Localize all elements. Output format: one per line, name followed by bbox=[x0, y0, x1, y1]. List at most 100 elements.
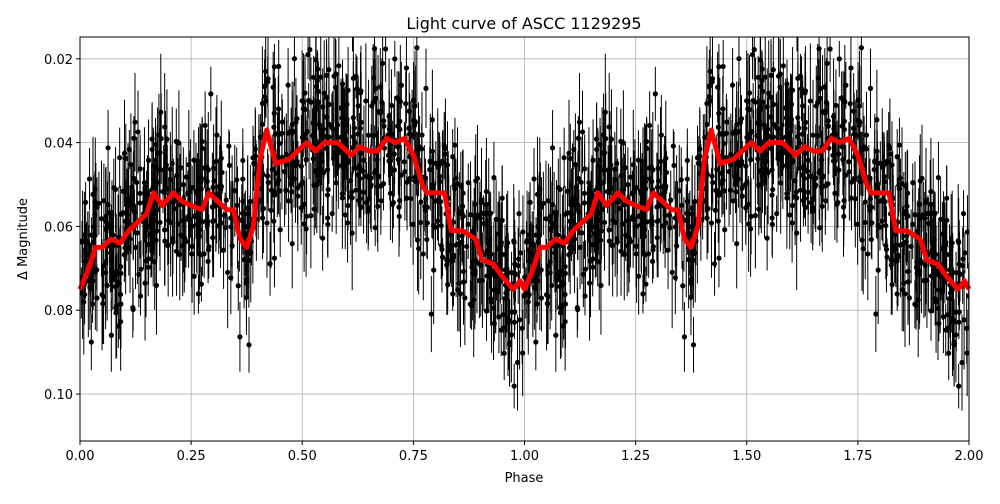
data-point bbox=[800, 197, 807, 204]
data-point bbox=[141, 180, 148, 186]
data-point bbox=[414, 45, 420, 51]
data-point bbox=[916, 201, 923, 207]
data-point bbox=[941, 244, 948, 250]
data-point bbox=[223, 197, 229, 203]
data-point bbox=[543, 292, 550, 298]
data-point bbox=[581, 190, 588, 196]
data-point bbox=[879, 218, 885, 224]
data-point bbox=[807, 98, 813, 104]
data-point bbox=[357, 175, 363, 182]
data-point bbox=[100, 301, 106, 307]
data-point bbox=[961, 317, 967, 323]
data-point bbox=[716, 255, 722, 261]
data-point bbox=[450, 154, 456, 160]
data-point bbox=[299, 179, 306, 185]
data-point bbox=[760, 88, 766, 95]
x-axis: 0.00 0.25 0.50 0.75 1.00 1.25 1.50 1.75 2.00 bbox=[66, 441, 983, 464]
data-point bbox=[265, 79, 271, 85]
data-point bbox=[186, 189, 193, 195]
data-point bbox=[226, 162, 233, 169]
data-point bbox=[843, 172, 849, 178]
data-point bbox=[633, 251, 639, 257]
data-point bbox=[843, 82, 849, 88]
data-point bbox=[85, 240, 91, 246]
data-point bbox=[953, 332, 959, 338]
data-point bbox=[597, 141, 603, 148]
data-point bbox=[134, 230, 140, 236]
y-tick-label: 0.04 bbox=[44, 137, 73, 152]
data-point bbox=[363, 98, 369, 104]
data-point bbox=[562, 211, 568, 217]
data-point bbox=[164, 136, 170, 142]
data-point bbox=[614, 235, 620, 242]
data-point bbox=[660, 184, 666, 190]
data-point bbox=[739, 193, 745, 199]
data-point bbox=[349, 189, 355, 195]
data-point bbox=[735, 128, 742, 135]
data-point bbox=[465, 180, 471, 186]
data-point bbox=[154, 150, 161, 156]
data-point bbox=[928, 188, 934, 195]
data-point bbox=[628, 174, 634, 180]
data-point bbox=[274, 170, 280, 176]
data-point bbox=[606, 238, 612, 244]
data-point bbox=[590, 157, 596, 163]
data-point bbox=[344, 220, 351, 226]
data-point bbox=[579, 230, 585, 236]
data-point bbox=[816, 46, 822, 52]
data-point bbox=[205, 167, 211, 173]
data-point bbox=[478, 200, 484, 206]
data-point bbox=[931, 237, 937, 243]
data-point bbox=[614, 160, 620, 167]
chart-title: Light curve of ASCC 1129295 bbox=[406, 14, 641, 33]
data-point bbox=[899, 287, 905, 293]
data-point bbox=[916, 271, 922, 277]
data-point bbox=[928, 273, 935, 279]
data-point bbox=[575, 175, 581, 181]
data-point bbox=[966, 293, 969, 299]
data-point bbox=[752, 99, 759, 105]
data-point bbox=[913, 264, 920, 270]
data-point bbox=[336, 63, 342, 69]
data-point bbox=[817, 95, 823, 101]
data-point bbox=[427, 167, 433, 173]
data-point bbox=[549, 145, 556, 151]
data-point bbox=[608, 136, 615, 142]
data-point bbox=[208, 91, 214, 97]
data-point bbox=[957, 272, 963, 278]
x-tick-label: 0.50 bbox=[288, 449, 317, 464]
binned-curve-line bbox=[77, 127, 972, 292]
data-point bbox=[824, 60, 830, 66]
data-point bbox=[324, 145, 330, 152]
data-point bbox=[615, 199, 621, 205]
data-point bbox=[142, 280, 148, 286]
data-point bbox=[631, 189, 637, 195]
y-tick-label: 0.02 bbox=[44, 53, 73, 68]
data-point bbox=[380, 181, 387, 187]
data-point bbox=[487, 237, 493, 243]
data-point bbox=[840, 97, 846, 103]
data-point bbox=[392, 56, 398, 62]
data-point bbox=[819, 157, 825, 163]
data-point bbox=[472, 201, 478, 207]
data-point bbox=[86, 176, 93, 182]
data-point bbox=[313, 168, 319, 174]
data-point bbox=[308, 99, 314, 105]
data-point bbox=[183, 174, 189, 180]
data-point bbox=[410, 221, 416, 227]
data-point bbox=[752, 213, 758, 219]
data-point bbox=[355, 103, 361, 109]
data-point bbox=[964, 350, 969, 356]
data-point bbox=[956, 383, 962, 389]
data-point bbox=[871, 167, 877, 173]
data-point bbox=[259, 121, 266, 128]
x-tick-label: 1.75 bbox=[843, 449, 872, 464]
data-point bbox=[586, 180, 592, 186]
data-point bbox=[511, 239, 517, 246]
data-point bbox=[744, 179, 750, 185]
data-point bbox=[444, 262, 450, 268]
data-point bbox=[935, 175, 942, 181]
data-point bbox=[460, 268, 467, 275]
data-point bbox=[881, 179, 888, 185]
data-point bbox=[526, 232, 532, 238]
